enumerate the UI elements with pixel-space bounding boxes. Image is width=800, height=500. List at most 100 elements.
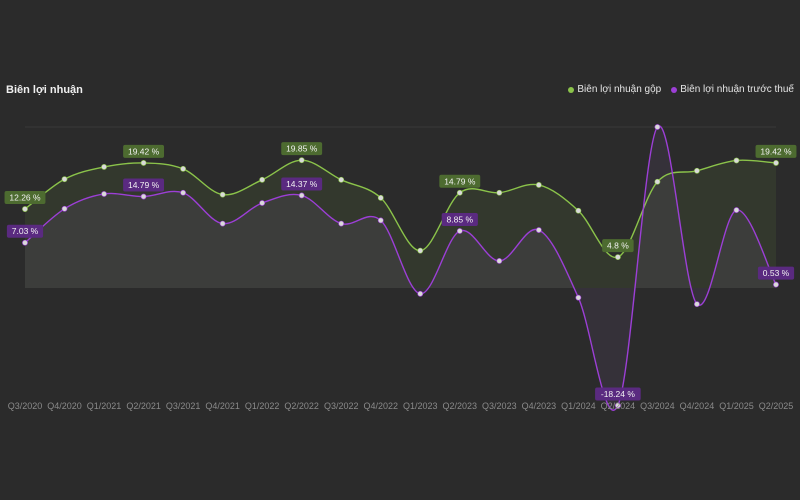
legend-label-pretax-margin: Biên lợi nhuận trước thuế: [680, 84, 794, 95]
x-tick-label-6: Q1/2022: [245, 401, 280, 411]
data-point-s0-6: [259, 176, 266, 183]
x-tick-label-8: Q3/2022: [324, 401, 359, 411]
data-point-s0-12: [496, 189, 503, 196]
data-label-bg-s0-15: [602, 239, 634, 253]
data-point-s1-7: [298, 192, 305, 199]
x-tick-label-0: Q3/2020: [8, 401, 43, 411]
legend: Biên lợi nhuận gộp Biên lợi nhuận trước …: [568, 84, 794, 95]
data-label-s0-7: 19.85 %: [281, 142, 323, 156]
data-point-s0-14: [575, 207, 582, 214]
data-label-text-s1-15: -18.24 %: [601, 389, 635, 399]
legend-item-pretax-margin[interactable]: Biên lợi nhuận trước thuế: [671, 84, 794, 95]
x-tick-label-14: Q1/2024: [561, 401, 596, 411]
data-point-s0-2: [101, 164, 107, 170]
data-label-s0-15: 4.8 %: [602, 239, 634, 253]
data-label-text-s0-7: 19.85 %: [286, 144, 318, 154]
data-label-bg-s1-3: [123, 178, 165, 192]
data-label-s0-11: 14.79 %: [439, 174, 481, 188]
data-point-s1-1: [61, 205, 68, 212]
data-point-s0-17: [694, 167, 700, 174]
x-tick-label-18: Q1/2025: [719, 401, 754, 411]
x-tick-label-16: Q3/2024: [640, 401, 675, 411]
data-point-s1-0: [22, 239, 28, 246]
data-label-text-s1-7: 14.37 %: [286, 179, 318, 189]
data-point-s0-7: [298, 157, 305, 164]
data-point-s1-6: [259, 200, 266, 206]
data-label-bg-s1-11: [441, 213, 478, 227]
x-tick-label-15: Q2/2024: [601, 401, 636, 411]
x-tick-label-2: Q1/2021: [87, 401, 122, 411]
data-point-s0-1: [61, 176, 68, 183]
data-label-text-s0-11: 14.79 %: [444, 176, 476, 186]
data-point-s0-13: [535, 182, 542, 188]
data-point-s1-10: [417, 290, 424, 297]
data-point-s1-16: [654, 124, 661, 130]
data-label-text-s0-3: 19.42 %: [128, 146, 160, 156]
data-point-s0-9: [377, 194, 384, 201]
data-point-s0-0: [22, 206, 28, 212]
legend-label-gross-margin: Biên lợi nhuận gộp: [577, 84, 662, 95]
data-label-bg-s1-7: [281, 177, 323, 191]
x-tick-label-10: Q1/2023: [403, 401, 438, 411]
data-label-text-s1-0: 7.03 %: [12, 226, 39, 236]
chart-title: Biên lợi nhuận: [6, 84, 83, 96]
data-label-bg-s0-19: [755, 144, 797, 158]
data-point-s0-3: [140, 160, 147, 166]
data-point-s1-13: [535, 227, 542, 233]
data-label-bg-s1-0: [6, 224, 44, 238]
data-point-s1-8: [338, 220, 345, 227]
x-tick-label-13: Q4/2023: [522, 401, 557, 411]
data-point-s0-10: [417, 247, 424, 254]
data-point-s0-18: [733, 157, 740, 164]
data-label-text-s1-11: 8.85 %: [447, 215, 474, 225]
data-label-bg-s0-7: [281, 142, 323, 156]
data-label-s1-11: 8.85 %: [441, 213, 478, 227]
data-point-s0-19: [773, 160, 779, 166]
x-tick-label-7: Q2/2022: [284, 401, 319, 411]
data-point-s1-19: [773, 281, 779, 288]
legend-dot-gross-margin: [568, 86, 575, 93]
x-tick-label-12: Q3/2023: [482, 401, 517, 411]
data-point-s1-15: [614, 402, 621, 409]
x-tick-label-4: Q3/2021: [166, 401, 201, 411]
data-label-s0-3: 19.42 %: [123, 144, 165, 158]
data-label-bg-s0-3: [123, 144, 165, 158]
data-label-s1-0: 7.03 %: [6, 224, 44, 238]
data-point-s1-5: [219, 220, 226, 227]
data-point-s0-4: [180, 165, 187, 172]
x-tick-label-3: Q2/2021: [126, 401, 161, 411]
data-point-s1-3: [140, 193, 147, 200]
data-point-s0-5: [219, 191, 226, 198]
data-label-s0-19: 19.42 %: [755, 144, 797, 158]
x-tick-label-1: Q4/2020: [47, 401, 82, 411]
x-tick-label-9: Q4/2022: [363, 401, 398, 411]
data-label-s0-0: 12.26 %: [4, 191, 46, 205]
data-point-s0-16: [654, 178, 661, 185]
data-label-s1-3: 14.79 %: [123, 178, 165, 192]
data-point-s1-4: [180, 189, 187, 196]
x-tick-label-5: Q4/2021: [205, 401, 240, 411]
x-tick-label-11: Q2/2023: [443, 401, 478, 411]
data-label-text-s0-19: 19.42 %: [760, 146, 792, 156]
data-label-s1-19: 0.53 %: [757, 266, 795, 280]
legend-item-gross-margin[interactable]: Biên lợi nhuận gộp: [568, 84, 661, 95]
data-label-s1-7: 14.37 %: [281, 177, 323, 191]
data-label-text-s0-0: 12.26 %: [9, 193, 41, 203]
data-label-bg-s1-15: [595, 387, 641, 401]
data-label-text-s1-19: 0.53 %: [763, 268, 790, 278]
data-point-s1-17: [694, 301, 700, 307]
series-area-0: [25, 160, 776, 288]
data-point-s0-15: [614, 254, 621, 260]
data-point-s1-14: [575, 294, 582, 301]
data-point-s1-2: [101, 191, 107, 197]
data-point-s1-9: [377, 217, 384, 224]
data-point-s0-11: [456, 189, 463, 196]
data-label-bg-s0-11: [439, 174, 481, 188]
data-label-text-s0-15: 4.8 %: [607, 241, 629, 251]
data-label-bg-s1-19: [757, 266, 795, 280]
series-line-0: [24, 159, 777, 258]
legend-dot-pretax-margin: [671, 86, 678, 93]
data-point-s0-8: [338, 176, 345, 183]
data-point-s1-18: [733, 207, 740, 213]
